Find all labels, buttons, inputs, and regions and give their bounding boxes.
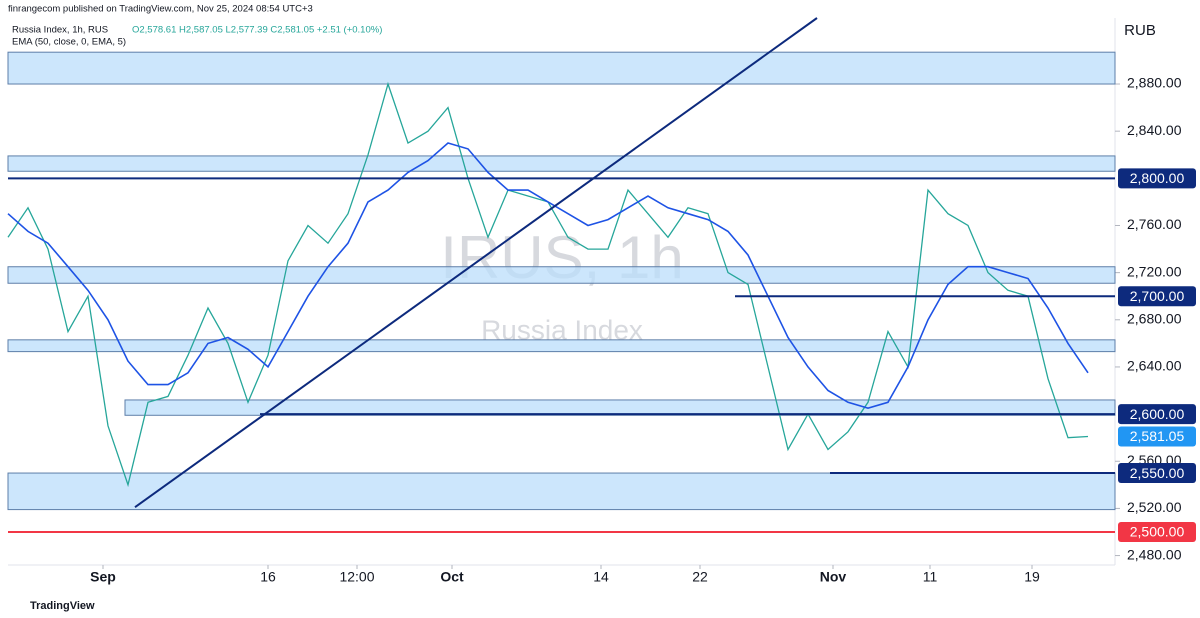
zone (7, 51, 1116, 85)
price-tag-label: 2,800.00 (1130, 170, 1185, 186)
price-tag (1118, 404, 1196, 425)
price-tag-label: 2,600.00 (1130, 406, 1185, 422)
y-tick-label: 2,520.00 (1127, 499, 1182, 515)
x-tick-label: 12:00 (339, 569, 374, 585)
price-tag-label: 2,700.00 (1130, 288, 1185, 304)
currency: RUB (1124, 22, 1156, 39)
price-tag (1118, 463, 1196, 484)
y-tick-label: 2,760.00 (1127, 216, 1182, 232)
y-tick-label: 2,720.00 (1127, 263, 1182, 279)
y-tick-label: 2,640.00 (1127, 358, 1182, 374)
ohlc: O2,578.61 H2,587.05 L2,577.39 C2,581.05 … (132, 25, 382, 36)
x-tick-label: 14 (593, 569, 609, 585)
x-tick-label: 19 (1024, 569, 1040, 585)
x-tick-label: 22 (692, 569, 708, 585)
indicator: EMA (50, close, 0, EMA, 5) (12, 37, 126, 48)
zone (7, 339, 1116, 353)
y-tick-label: 2,480.00 (1127, 546, 1182, 562)
price-tag (1118, 286, 1196, 307)
price-tag (1118, 426, 1196, 447)
y-tick-label: 2,840.00 (1127, 122, 1182, 138)
zone (7, 155, 1116, 172)
x-tick-label: 11 (923, 569, 938, 585)
price-tag-label: 2,581.05 (1130, 428, 1185, 444)
price-tag (1118, 521, 1196, 542)
x-tick-label: Nov (820, 569, 847, 585)
x-tick-label: Oct (440, 569, 464, 585)
price-tag-label: 2,500.00 (1130, 524, 1185, 540)
y-tick-label: 2,680.00 (1127, 310, 1182, 326)
y-tick-label: 2,880.00 (1127, 75, 1182, 91)
footer: TradingView (30, 600, 95, 612)
zone (7, 472, 1116, 511)
symbol: Russia Index, 1h, RUS (12, 25, 108, 36)
trendline (134, 17, 818, 509)
price-tag (1118, 168, 1196, 189)
price-tag-label: 2,550.00 (1130, 465, 1185, 481)
zone (7, 266, 1116, 284)
x-tick-label: 16 (260, 569, 276, 585)
publisher: finrangecom published on TradingView.com… (8, 4, 313, 15)
x-tick-label: Sep (90, 569, 116, 585)
series-line (7, 142, 1089, 410)
